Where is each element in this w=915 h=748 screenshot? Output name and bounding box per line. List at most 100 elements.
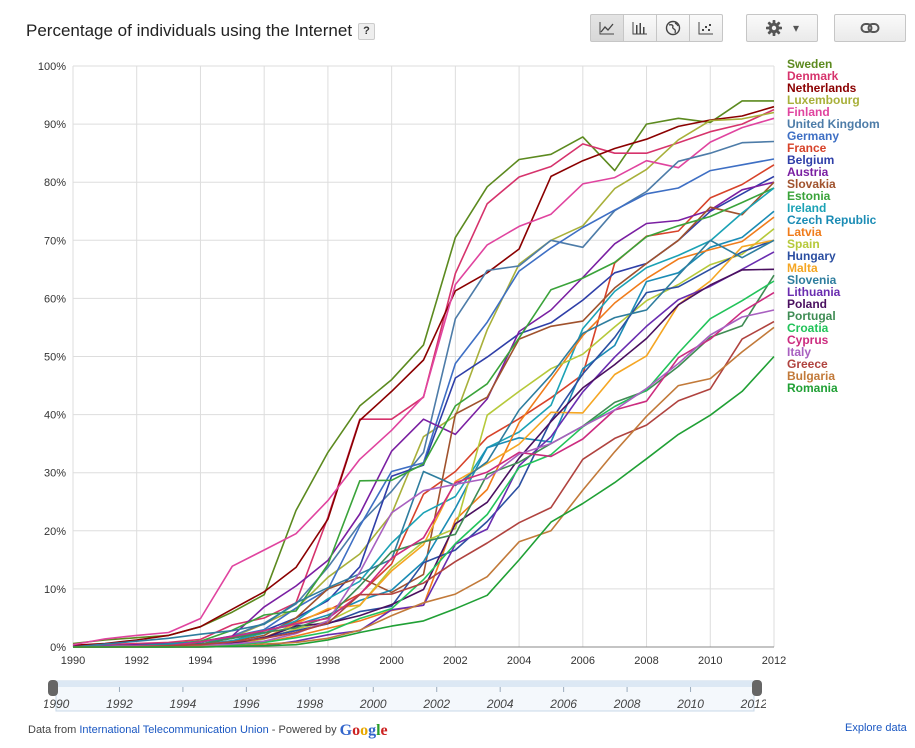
x-tick-label: 2008 <box>634 655 658 667</box>
legend-item[interactable]: Greece <box>787 357 828 371</box>
series-line <box>72 105 775 647</box>
slider-left-handle[interactable] <box>48 680 58 696</box>
series-line <box>72 117 775 646</box>
legend-item[interactable]: Sweden <box>787 57 833 71</box>
legend-item[interactable]: Romania <box>787 381 838 395</box>
slider-tick-label: 2006 <box>549 697 577 711</box>
legend-item[interactable]: Hungary <box>787 249 836 263</box>
bar-chart-icon <box>632 22 647 35</box>
chevron-down-icon: ▾ <box>792 21 800 35</box>
legend-item[interactable]: Luxembourg <box>787 93 860 107</box>
link-icon <box>860 23 880 33</box>
x-tick-label: 1998 <box>316 655 340 667</box>
legend-item[interactable]: Lithuania <box>787 285 841 299</box>
x-tick-label: 2000 <box>379 655 403 667</box>
scatter-chart-icon <box>698 22 713 35</box>
series-line <box>73 239 775 648</box>
scatter-chart-button[interactable] <box>689 14 723 42</box>
legend-item[interactable]: Latvia <box>787 225 822 239</box>
source-link[interactable]: International Telecommunication Union <box>79 724 269 736</box>
source-prefix: Data from <box>28 724 80 736</box>
help-button[interactable]: ? <box>358 23 376 41</box>
explore-data-link[interactable]: Explore data <box>845 722 907 734</box>
series-line <box>72 111 775 648</box>
series-line <box>73 291 775 648</box>
legend-item[interactable]: Slovenia <box>787 273 837 287</box>
y-tick-label: 0% <box>50 642 66 654</box>
slider-right-handle[interactable] <box>752 680 762 696</box>
series-line <box>72 187 775 648</box>
x-tick-label: 1992 <box>124 655 148 667</box>
legend-item[interactable]: Finland <box>787 105 830 119</box>
legend-item[interactable]: Denmark <box>787 69 839 83</box>
slider-tick-label: 1992 <box>106 697 133 711</box>
y-tick-label: 10% <box>44 584 66 596</box>
x-tick-label: 2012 <box>762 655 786 667</box>
powered-by-text: - Powered by <box>268 724 340 736</box>
y-tick-label: 30% <box>44 468 66 480</box>
series-line <box>72 239 775 648</box>
y-tick-label: 100% <box>38 61 66 73</box>
legend-item[interactable]: Bulgaria <box>787 369 836 383</box>
legend-item[interactable]: Portugal <box>787 309 836 323</box>
slider-tick-label: 1990 <box>44 697 70 711</box>
x-tick-label: 1996 <box>252 655 276 667</box>
legend-item[interactable]: Malta <box>787 261 818 275</box>
y-tick-label: 50% <box>44 352 66 364</box>
line-chart: 0% 10% 20% 30% 40% 50% 60% 70% 80% 90% 100% 1990 199… <box>38 61 786 667</box>
y-tick-label: 40% <box>44 410 66 422</box>
x-tick-label: 2006 <box>571 655 595 667</box>
series-line <box>72 210 775 648</box>
legend-item[interactable]: United Kingdom <box>787 117 880 131</box>
chart-title: Percentage of individuals using the Inte… <box>26 21 376 41</box>
slider-tick-label: 2010 <box>676 697 704 711</box>
series-line <box>73 355 775 648</box>
settings-button[interactable]: ▾ <box>746 14 818 42</box>
x-tick-label: 2002 <box>443 655 467 667</box>
legend-item[interactable]: Poland <box>787 297 828 311</box>
map-icon <box>665 20 681 36</box>
series-line <box>72 239 775 648</box>
legend: Sweden Denmark Netherlands Luxembourg Finlan… <box>787 58 880 394</box>
slider-tick-label: 2000 <box>359 697 387 711</box>
legend-item[interactable]: Cyprus <box>787 333 829 347</box>
legend-item[interactable]: Belgium <box>787 153 835 167</box>
data-source: Data from International Telecommunicatio… <box>28 722 388 740</box>
legend-item[interactable]: France <box>787 141 827 155</box>
map-chart-button[interactable] <box>656 14 690 42</box>
grid <box>72 65 775 648</box>
y-tick-label: 80% <box>44 177 66 189</box>
time-range-slider[interactable]: 1990 1992 1994 1996 1998 2000 2002 2004 2006 2008… <box>44 678 766 714</box>
chart-type-toolbar <box>590 14 723 42</box>
series-lines <box>72 100 775 648</box>
y-tick-label: 20% <box>44 526 66 538</box>
google-logo: Google <box>339 722 388 739</box>
line-chart-icon <box>599 22 614 35</box>
legend-item[interactable]: Germany <box>787 129 840 143</box>
y-tick-label: 90% <box>44 119 66 131</box>
legend-item[interactable]: Italy <box>787 345 812 359</box>
legend-item[interactable]: Ireland <box>787 201 827 215</box>
x-tick-label: 2010 <box>698 655 722 667</box>
series-line <box>73 320 775 648</box>
legend-item[interactable]: Estonia <box>787 189 831 203</box>
gear-icon <box>765 20 782 36</box>
y-tick-label: 70% <box>44 235 66 247</box>
legend-item[interactable]: Netherlands <box>787 81 857 95</box>
legend-item[interactable]: Croatia <box>787 321 829 335</box>
series-line <box>73 326 775 648</box>
slider-tick-label: 1996 <box>233 697 260 711</box>
legend-item[interactable]: Spain <box>787 237 820 251</box>
bar-chart-button[interactable] <box>623 14 657 42</box>
y-tick-label: 60% <box>44 293 66 305</box>
series-line <box>72 187 775 648</box>
axes: 0% 10% 20% 30% 40% 50% 60% 70% 80% 90% 100% 1990 199… <box>38 61 786 667</box>
legend-item[interactable]: Austria <box>787 165 829 179</box>
slider-axis: 1990 1992 1994 1996 1998 2000 2002 2004 2006 2008… <box>44 687 766 711</box>
legend-item[interactable]: Slovakia <box>787 177 836 191</box>
legend-item[interactable]: Czech Republic <box>787 213 877 227</box>
slider-tick-label: 2008 <box>613 697 641 711</box>
x-tick-label: 1994 <box>188 655 212 667</box>
link-button[interactable] <box>834 14 906 42</box>
x-tick-label: 2004 <box>507 655 531 667</box>
